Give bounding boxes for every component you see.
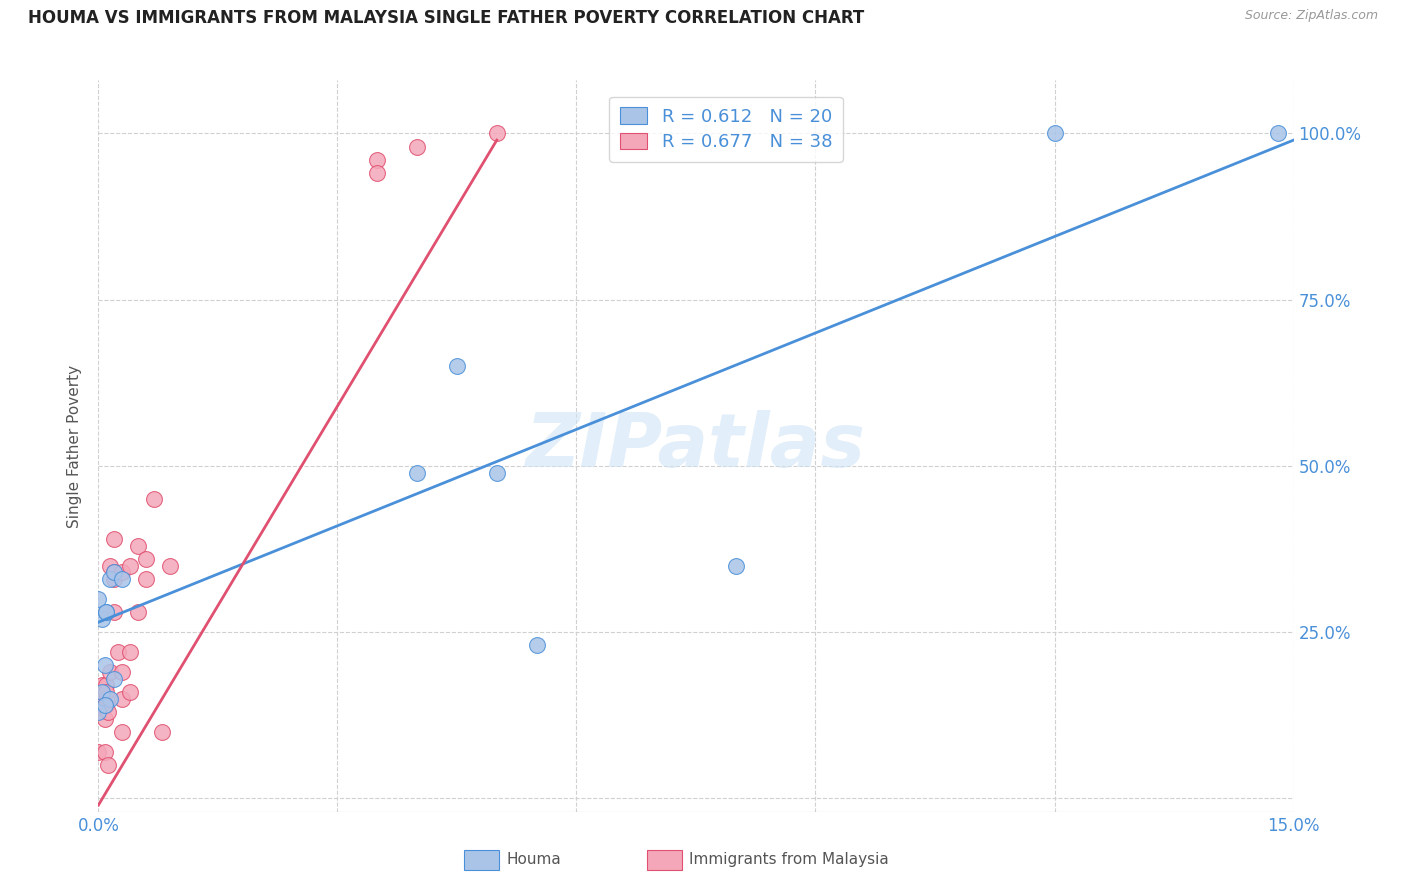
Point [120,645,142,659]
Point [96,678,118,692]
Text: ZIPatlas: ZIPatlas [526,409,866,483]
Point [111,566,134,580]
Point [159,558,181,573]
Point [120,685,142,699]
Point [724,558,747,573]
Point [91,678,114,692]
Point [94,698,117,713]
Point [135,572,157,586]
Y-axis label: Single Father Poverty: Single Father Poverty [67,365,83,527]
Point [103,566,125,580]
Point [103,605,125,619]
Point [97,705,120,719]
Point [446,359,468,374]
Point [103,672,125,686]
Point [103,532,125,546]
Point [111,691,134,706]
Point [366,166,388,180]
Point [526,639,548,653]
Text: HOUMA VS IMMIGRANTS FROM MALAYSIA SINGLE FATHER POVERTY CORRELATION CHART: HOUMA VS IMMIGRANTS FROM MALAYSIA SINGLE… [28,9,865,27]
Point [97,758,120,772]
Point [87,705,110,719]
Point [103,572,125,586]
Point [94,712,117,726]
Point [96,605,118,619]
Point [100,572,122,586]
Point [107,645,129,659]
Point [1043,127,1066,141]
Point [91,612,114,626]
Point [120,558,142,573]
Point [87,745,110,759]
Point [94,658,117,673]
Text: Immigrants from Malaysia: Immigrants from Malaysia [689,853,889,867]
Point [111,572,134,586]
Point [485,466,508,480]
Text: Source: ZipAtlas.com: Source: ZipAtlas.com [1244,9,1378,22]
Point [94,745,117,759]
Point [406,466,429,480]
Point [87,691,110,706]
Point [96,685,118,699]
Point [87,591,110,606]
Point [103,566,125,580]
Point [91,685,114,699]
Point [100,558,122,573]
Point [91,691,114,706]
Text: Houma: Houma [506,853,561,867]
Point [1267,127,1289,141]
Point [111,725,134,739]
Point [87,705,110,719]
Point [96,605,118,619]
Point [91,698,114,713]
Point [100,665,122,679]
Point [485,127,508,141]
Point [127,605,149,619]
Legend: R = 0.612   N = 20, R = 0.677   N = 38: R = 0.612 N = 20, R = 0.677 N = 38 [609,96,844,162]
Point [150,725,173,739]
Point [100,691,122,706]
Point [96,698,118,713]
Point [143,492,166,507]
Point [406,140,429,154]
Point [366,153,388,167]
Point [111,665,134,679]
Point [135,552,157,566]
Point [127,539,149,553]
